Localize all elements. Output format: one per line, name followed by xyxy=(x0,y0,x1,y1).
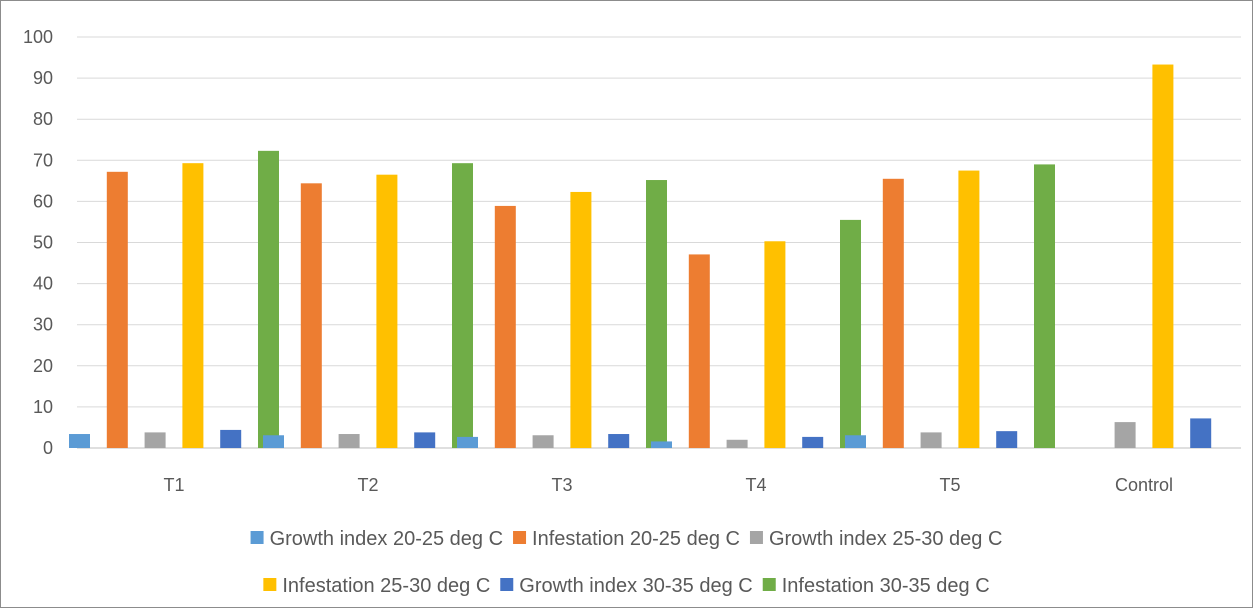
bar-t1-series-4 xyxy=(182,163,204,448)
x-tick-label-t5: T5 xyxy=(939,475,960,495)
bars xyxy=(69,64,1212,449)
bar-t4-series-1 xyxy=(651,441,672,448)
bar-control-series-5 xyxy=(1190,418,1212,448)
bar-t5-series-5 xyxy=(996,431,1018,448)
y-tick-label: 20 xyxy=(33,356,53,376)
y-tick-label: 80 xyxy=(33,109,53,129)
bar-t4-series-4 xyxy=(764,241,786,448)
y-axis-tick-labels: 0 10 20 30 40 50 60 70 80 90 100 xyxy=(23,27,53,458)
legend-swatch xyxy=(762,578,776,591)
bar-t5-series-3 xyxy=(920,432,942,448)
legend-swatch xyxy=(513,531,527,544)
bar-t5-series-6 xyxy=(1034,164,1055,448)
bar-t1-series-3 xyxy=(144,432,166,448)
bar-t1-series-5 xyxy=(220,429,242,448)
x-tick-label-t4: T4 xyxy=(745,475,766,495)
y-tick-label: 90 xyxy=(33,68,53,88)
bar-t5-series-1 xyxy=(845,435,866,448)
bar-t2-series-6 xyxy=(452,163,473,448)
bar-t1-series-2 xyxy=(106,171,128,449)
bar-t4-series-3 xyxy=(726,439,748,448)
y-tick-label: 10 xyxy=(33,397,53,417)
bar-t3-series-5 xyxy=(608,434,630,448)
legend-item-5: Growth index 30-35 deg C xyxy=(500,575,753,597)
legend-swatch xyxy=(250,531,264,544)
bar-t3-series-6 xyxy=(646,180,667,448)
x-tick-label-control: Control xyxy=(1115,475,1173,495)
y-tick-label: 40 xyxy=(33,274,53,294)
x-tick-label-t3: T3 xyxy=(551,475,572,495)
legend-label: Growth index 20-25 deg C xyxy=(270,528,503,550)
bar-t5-series-4 xyxy=(958,170,980,448)
bar-control-series-3 xyxy=(1114,422,1136,448)
y-tick-label: 50 xyxy=(33,233,53,253)
legend-label: Growth index 30-35 deg C xyxy=(519,575,752,597)
legend-swatch xyxy=(500,578,514,591)
legend-item-1: Growth index 20-25 deg C xyxy=(250,528,503,550)
bar-t4-series-2 xyxy=(688,254,710,448)
bar-t1-series-1 xyxy=(69,434,90,448)
x-tick-label-t1: T1 xyxy=(163,475,184,495)
legend-label: Infestation 25-30 deg C xyxy=(282,575,490,597)
bar-t2-series-3 xyxy=(338,434,360,448)
legend-item-2: Infestation 20-25 deg C xyxy=(513,528,740,550)
bar-t3-series-4 xyxy=(570,191,592,448)
y-tick-label: 0 xyxy=(43,438,53,458)
bar-t2-series-4 xyxy=(376,174,398,448)
legend-item-6: Infestation 30-35 deg C xyxy=(762,575,990,597)
x-tick-label-t2: T2 xyxy=(357,475,378,495)
bar-t3-series-2 xyxy=(494,205,516,448)
y-tick-label: 100 xyxy=(23,27,53,47)
bar-t3-series-3 xyxy=(532,435,554,448)
bar-t2-series-2 xyxy=(300,183,322,449)
bar-t4-series-5 xyxy=(802,436,824,448)
bar-t5-series-2 xyxy=(882,178,904,449)
y-tick-label: 70 xyxy=(33,150,53,170)
y-tick-label: 30 xyxy=(33,315,53,335)
legend-item-3: Growth index 25-30 deg C xyxy=(749,528,1002,550)
legend-swatch xyxy=(749,531,763,544)
bar-t2-series-1 xyxy=(263,435,284,448)
bar-t1-series-6 xyxy=(258,150,279,449)
x-axis-tick-labels: T1 T2 T3 T4 T5 Control xyxy=(163,475,1173,495)
bar-control-series-4 xyxy=(1152,64,1174,449)
legend-label: Infestation 30-35 deg C xyxy=(782,575,990,597)
bar-t2-series-5 xyxy=(414,432,436,448)
legend-swatch xyxy=(263,578,277,591)
legend: Growth index 20-25 deg C Infestation 20-2… xyxy=(250,528,1002,597)
legend-label: Infestation 20-25 deg C xyxy=(532,528,740,550)
bar-t4-series-6 xyxy=(840,219,861,448)
y-tick-label: 60 xyxy=(33,191,53,211)
bar-t3-series-1 xyxy=(457,436,478,448)
legend-item-4: Infestation 25-30 deg C xyxy=(263,575,490,597)
legend-label: Growth index 25-30 deg C xyxy=(769,528,1002,550)
